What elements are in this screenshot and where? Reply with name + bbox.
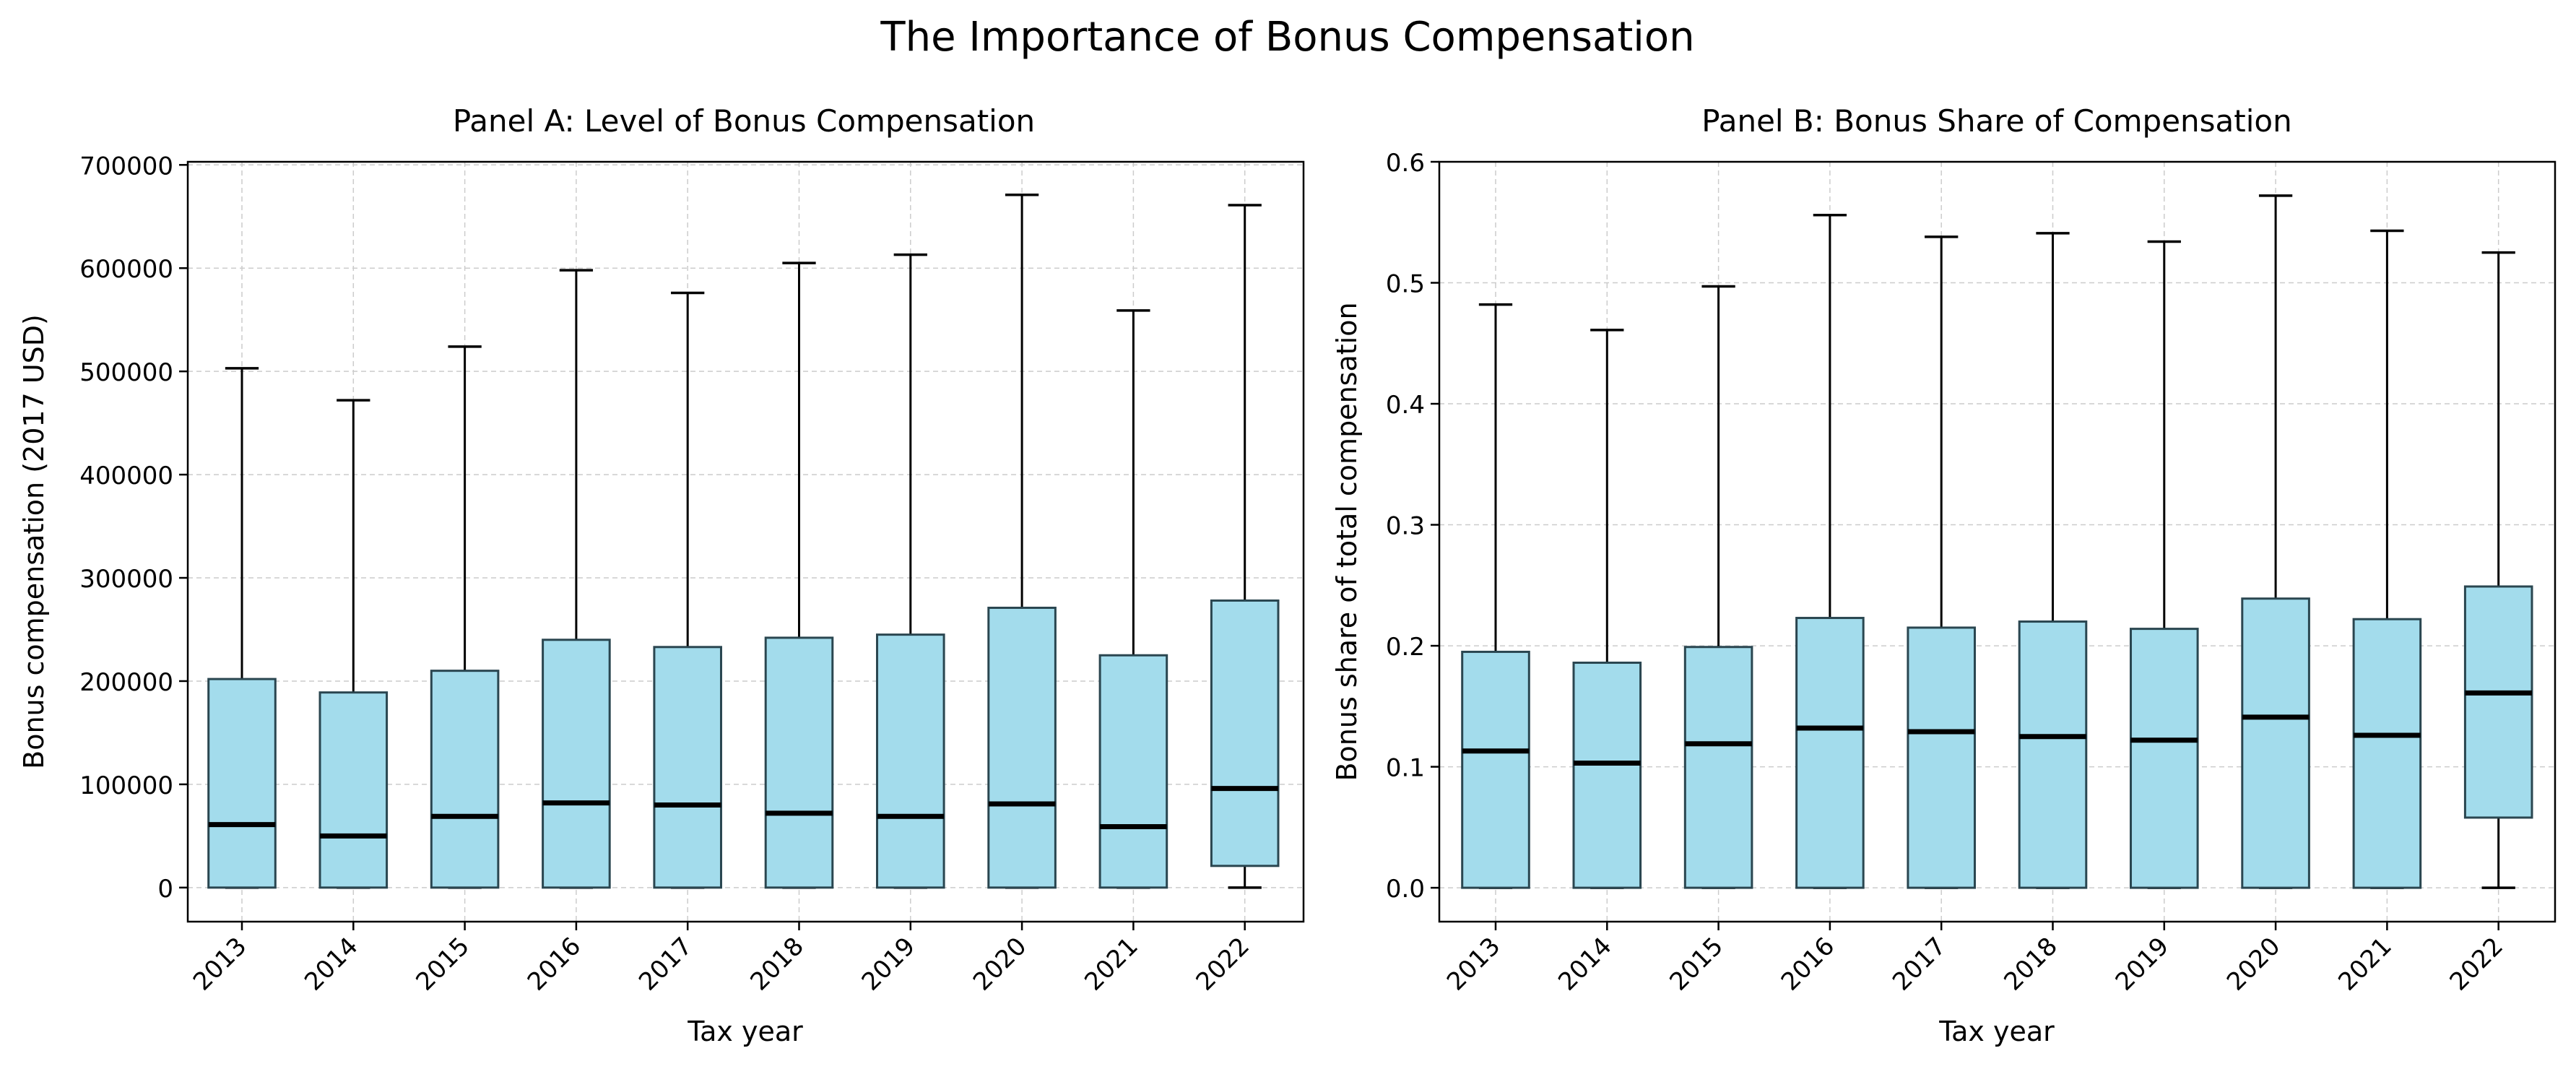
panel-a-title: Panel A: Level of Bonus Compensation	[453, 103, 1035, 139]
xtick-label: 2022	[1191, 932, 1255, 996]
ytick-label: 100000	[79, 771, 173, 800]
panel-a-ylabel: Bonus compensation (2017 USD)	[18, 314, 50, 769]
box-2015	[430, 345, 500, 889]
iqr-box	[207, 678, 277, 889]
iqr-box	[2130, 628, 2199, 889]
panel-a-xticks: 2013 2014 2015 2016 2017 2018 2019 2020 2021 2022	[188, 922, 1255, 997]
panel-b-xticks: 2013 2014 2015 2016 2017 2018 2019 2020 2021 2022	[1441, 922, 2509, 997]
xtick-label: 2017	[1887, 932, 1951, 996]
panel-b-boxes	[1461, 194, 2533, 889]
box-2021	[1098, 309, 1168, 889]
box-2019	[2130, 240, 2199, 889]
iqr-box	[1907, 626, 1976, 889]
xtick-label: 2016	[1776, 932, 1840, 996]
panel-a-yticks: 0 100000 200000 300000 400000 500000 600000 700…	[79, 152, 188, 904]
ytick-label: 0.5	[1386, 270, 1425, 299]
xtick-label: 2021	[2333, 932, 2397, 996]
panel-a-frame	[186, 160, 1305, 923]
xtick-label: 2013	[188, 932, 252, 996]
box-2021	[2352, 229, 2422, 889]
xtick-label: 2015	[1664, 932, 1728, 996]
panel-b-yticks: 0.0 0.1 0.2 0.3 0.4 0.5 0.6	[1386, 149, 1439, 904]
iqr-box	[764, 636, 834, 889]
box-2014	[1572, 329, 1642, 889]
ytick-label: 200000	[79, 668, 173, 697]
ytick-label: 500000	[79, 358, 173, 387]
iqr-box	[1098, 654, 1168, 889]
xtick-label: 2018	[745, 932, 809, 996]
box-2020	[987, 193, 1057, 889]
box-2022	[2463, 251, 2533, 889]
ytick-label: 0.2	[1386, 633, 1425, 662]
ytick-label: 700000	[79, 152, 173, 181]
ytick-label: 0.0	[1386, 875, 1425, 904]
panel-a: Panel A: Level of Bonus Compensation 0 10…	[18, 103, 1305, 1047]
panel-b-xlabel: Tax year	[1938, 1016, 2055, 1047]
iqr-box	[2463, 585, 2533, 819]
box-2015	[1683, 285, 1753, 889]
box-2013	[207, 367, 277, 889]
box-2020	[2241, 194, 2310, 889]
xtick-label: 2021	[1079, 932, 1143, 996]
iqr-box	[430, 670, 500, 889]
panel-b-title: Panel B: Bonus Share of Compensation	[1701, 103, 2291, 139]
box-2022	[1210, 204, 1280, 889]
iqr-box	[318, 691, 389, 889]
ytick-label: 0.4	[1386, 391, 1425, 420]
box-2016	[1795, 213, 1865, 889]
iqr-box	[2352, 618, 2422, 889]
box-2017	[1907, 235, 1976, 889]
iqr-box	[1210, 599, 1280, 867]
ytick-label: 0.6	[1386, 149, 1425, 178]
iqr-box	[987, 606, 1057, 889]
xtick-label: 2014	[1553, 932, 1617, 996]
iqr-box	[876, 633, 945, 889]
iqr-box	[542, 639, 611, 889]
ytick-label: 0	[157, 875, 173, 904]
panel-a-boxes	[207, 193, 1280, 889]
iqr-box	[1683, 646, 1753, 889]
panel-b: Panel B: Bonus Share of Compensation 0.0…	[1331, 103, 2557, 1047]
xtick-label: 2015	[410, 932, 474, 996]
xtick-label: 2013	[1441, 932, 1506, 996]
xtick-label: 2019	[857, 932, 921, 996]
iqr-box	[653, 646, 722, 889]
panel-b-ylabel: Bonus share of total compensation	[1331, 302, 1363, 781]
figure-title: The Importance of Bonus Compensation	[880, 14, 1694, 61]
xtick-label: 2016	[522, 932, 586, 996]
xtick-label: 2020	[2221, 932, 2286, 996]
box-2019	[876, 253, 945, 889]
box-2017	[653, 291, 722, 889]
iqr-box	[2241, 597, 2310, 889]
xtick-label: 2017	[633, 932, 698, 996]
xtick-label: 2022	[2445, 932, 2509, 996]
panel-a-xlabel: Tax year	[687, 1016, 803, 1047]
ytick-label: 400000	[79, 462, 173, 490]
iqr-box	[1572, 662, 1642, 889]
xtick-label: 2019	[2110, 932, 2174, 996]
ytick-label: 0.1	[1386, 754, 1425, 783]
box-2013	[1461, 303, 1530, 889]
box-2018	[764, 261, 834, 889]
panel-b-frame	[1438, 160, 2557, 923]
ytick-label: 0.3	[1386, 512, 1425, 541]
xtick-label: 2018	[1998, 932, 2063, 996]
xtick-label: 2014	[299, 932, 363, 996]
iqr-box	[1461, 650, 1530, 889]
box-2018	[2018, 232, 2088, 889]
xtick-label: 2020	[968, 932, 1032, 996]
ytick-label: 300000	[79, 565, 173, 594]
box-2014	[318, 399, 389, 889]
ytick-label: 600000	[79, 255, 173, 284]
iqr-box	[2018, 620, 2088, 889]
iqr-box	[1795, 617, 1865, 889]
box-2016	[542, 269, 611, 889]
